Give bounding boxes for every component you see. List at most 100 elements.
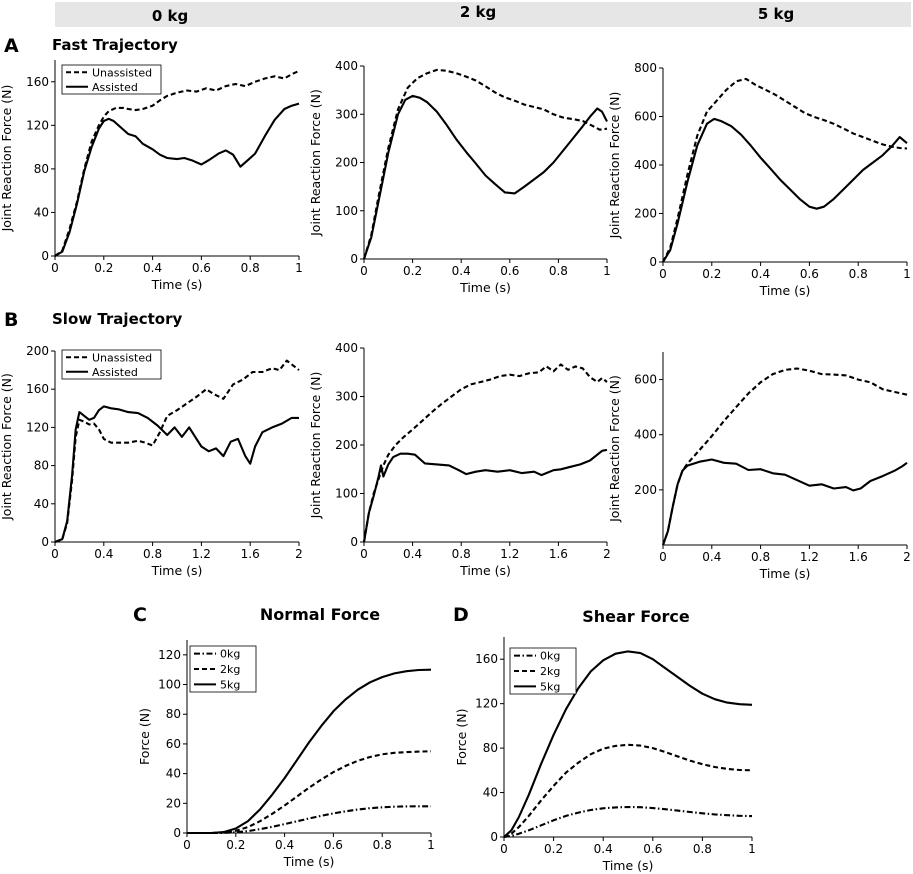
legend-label: Unassisted — [92, 66, 152, 79]
x-tick-label: 0.4 — [143, 261, 162, 275]
x-tick-label: 0 — [183, 838, 191, 852]
x-axis-label: Time (s) — [459, 563, 511, 578]
x-tick-label: 1.2 — [192, 547, 211, 561]
y-tick-label: 80 — [483, 741, 498, 755]
series-line-unassisted — [362, 363, 608, 543]
x-axis-label: Time (s) — [151, 277, 203, 292]
y-axis-label: Joint Reaction Force (N) — [308, 372, 323, 520]
x-tick-label: 0.8 — [241, 261, 260, 275]
x-tick-label: 0 — [659, 267, 667, 281]
chart-d: 0 0.2 0.4 0.6 0.8 1 0 40 80 120 160 Time (s) Force (… — [454, 637, 756, 873]
x-tick-label: 1 — [903, 267, 911, 281]
legend-label: Unassisted — [92, 351, 152, 364]
x-tick-label: 0.6 — [500, 264, 519, 278]
y-tick-label: 300 — [335, 390, 358, 404]
y-tick-label: 400 — [335, 341, 358, 355]
chart-a3: 0 0.2 0.4 0.6 0.8 1 0 200 400 600 800 Time (s) Joint… — [607, 61, 911, 298]
x-tick-label: 0.4 — [403, 547, 422, 561]
x-axis-label: Time (s) — [602, 858, 654, 873]
y-tick-label: 80 — [34, 459, 49, 473]
x-tick-label: 1.6 — [549, 547, 568, 561]
y-tick-label: 120 — [26, 420, 49, 434]
series-line-assisted — [362, 448, 608, 543]
legend: 0kg 2kg 5kg — [509, 647, 577, 695]
y-tick-label: 120 — [475, 697, 498, 711]
x-tick-label: 0.4 — [94, 547, 113, 561]
x-tick-label: 1 — [603, 264, 611, 278]
row-title-slow: Slow Trajectory — [52, 310, 183, 328]
x-tick-label: 0.6 — [800, 267, 819, 281]
x-tick-label: 1 — [427, 838, 435, 852]
x-tick-label: 0 — [360, 264, 368, 278]
series-line-unassisted — [662, 367, 908, 546]
series-line-unassisted — [662, 77, 908, 263]
panel-label-a: A — [4, 35, 19, 57]
row-title-fast: Fast Trajectory — [52, 36, 178, 54]
legend-label: Assisted — [92, 81, 138, 94]
y-tick-label: 100 — [335, 204, 358, 218]
y-tick-label: 200 — [335, 156, 358, 170]
series-line-unassisted — [54, 69, 300, 257]
x-tick-label: 0.4 — [751, 267, 770, 281]
y-tick-label: 400 — [634, 428, 657, 442]
panel-label-b: B — [4, 309, 18, 331]
chart-c: 0 0.2 0.4 0.6 0.8 1 0 20 40 60 80 100 120 Time (s) For… — [137, 640, 435, 869]
x-tick-label: 2 — [295, 547, 303, 561]
x-tick-label: 0.8 — [549, 264, 568, 278]
x-tick-label: 0.8 — [849, 267, 868, 281]
legend: Unassisted Assisted — [61, 64, 162, 95]
y-tick-label: 40 — [483, 786, 498, 800]
x-tick-label: 0 — [51, 547, 59, 561]
x-tick-label: 0.8 — [373, 838, 392, 852]
x-tick-label: 2 — [903, 550, 911, 564]
chart-a2: 0 0.2 0.4 0.6 0.8 1 0 100 200 300 400 Time (s) Joint… — [308, 59, 611, 295]
x-tick-label: 0.8 — [143, 547, 162, 561]
chart-b2: 0 0.4 0.8 1.2 1.6 2 0 100 200 300 400 Time (s) Joint… — [308, 341, 611, 578]
series-line-0kg — [503, 805, 753, 839]
x-tick-label: 0.8 — [452, 547, 471, 561]
x-axis-label: Time (s) — [759, 566, 811, 581]
x-axis-label: Time (s) — [759, 283, 811, 298]
x-tick-label: 0.4 — [594, 842, 613, 856]
column-header-0kg: 0 kg — [152, 7, 188, 25]
y-tick-label: 40 — [34, 205, 49, 219]
legend-label: 5kg — [540, 680, 560, 693]
x-tick-label: 1.2 — [800, 550, 819, 564]
y-tick-label: 200 — [335, 438, 358, 452]
y-tick-label: 160 — [26, 75, 49, 89]
y-tick-label: 400 — [335, 59, 358, 73]
legend: Unassisted Assisted — [61, 349, 162, 380]
chart-b1: 0 0.4 0.8 1.2 1.6 2 0 40 80 120 160 200 Time (s) Join… — [0, 344, 303, 578]
y-tick-label: 600 — [634, 373, 657, 387]
y-tick-label: 0 — [41, 535, 49, 549]
x-tick-label: 0 — [51, 261, 59, 275]
x-tick-label: 0.2 — [544, 842, 563, 856]
series-line-unassisted — [362, 68, 608, 260]
y-tick-label: 160 — [475, 652, 498, 666]
y-axis-label: Joint Reaction Force (N) — [607, 92, 622, 240]
legend-box — [61, 349, 162, 380]
legend-label: 2kg — [540, 665, 560, 678]
x-tick-label: 0 — [659, 550, 667, 564]
y-tick-label: 40 — [166, 767, 181, 781]
x-tick-label: 0.4 — [452, 264, 471, 278]
x-tick-label: 2 — [603, 547, 611, 561]
x-axis-label: Time (s) — [283, 854, 335, 869]
x-tick-label: 0.4 — [702, 550, 721, 564]
x-tick-label: 0.2 — [226, 838, 245, 852]
chart-title-normal-force: Normal Force — [260, 605, 380, 624]
y-tick-label: 80 — [34, 162, 49, 176]
column-header-5kg: 5 kg — [758, 5, 794, 23]
legend-label: 5kg — [220, 678, 240, 691]
y-tick-label: 800 — [634, 61, 657, 75]
y-tick-label: 0 — [649, 255, 657, 269]
legend-box — [61, 64, 162, 95]
y-axis-label: Joint Reaction Force (N) — [308, 89, 323, 237]
y-axis-label: Joint Reaction Force (N) — [0, 373, 14, 521]
x-tick-label: 1.6 — [241, 547, 260, 561]
y-axis-label: Joint Reaction Force (N) — [607, 375, 622, 523]
y-tick-label: 600 — [634, 110, 657, 124]
y-tick-label: 200 — [634, 207, 657, 221]
series-line-0kg — [187, 805, 431, 835]
